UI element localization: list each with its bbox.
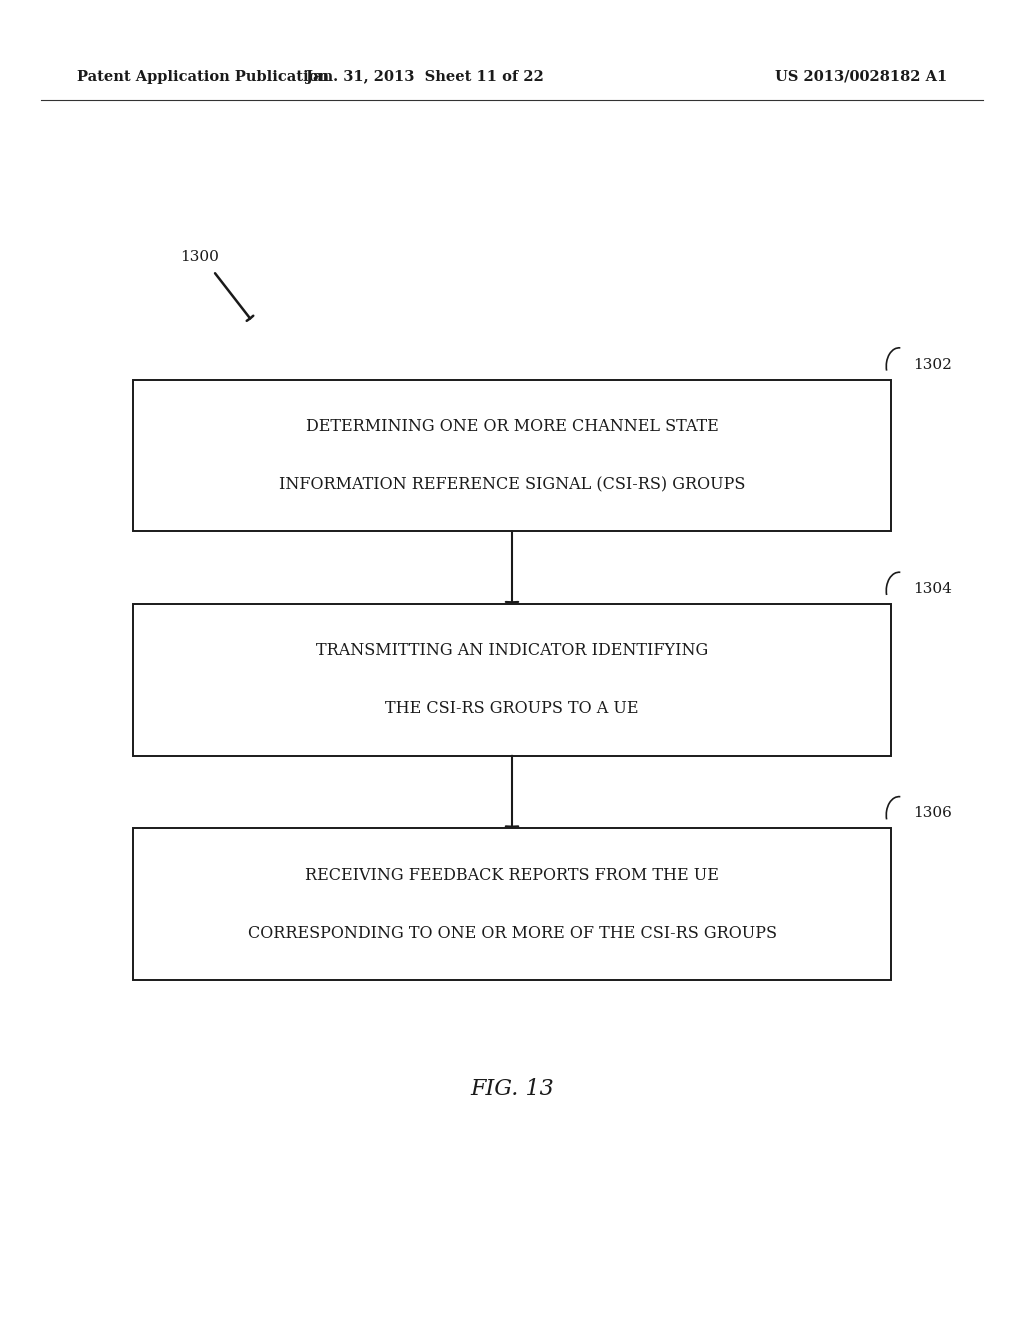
- Bar: [133, 605, 891, 755]
- Text: 1306: 1306: [913, 807, 952, 820]
- Text: THE CSI-RS GROUPS TO A UE: THE CSI-RS GROUPS TO A UE: [385, 701, 639, 717]
- Bar: [133, 380, 891, 531]
- Bar: [133, 829, 891, 979]
- Text: 1304: 1304: [913, 582, 952, 597]
- Text: US 2013/0028182 A1: US 2013/0028182 A1: [775, 70, 947, 83]
- Text: RECEIVING FEEDBACK REPORTS FROM THE UE: RECEIVING FEEDBACK REPORTS FROM THE UE: [305, 867, 719, 883]
- Text: TRANSMITTING AN INDICATOR IDENTIFYING: TRANSMITTING AN INDICATOR IDENTIFYING: [315, 643, 709, 659]
- Text: Jan. 31, 2013  Sheet 11 of 22: Jan. 31, 2013 Sheet 11 of 22: [306, 70, 544, 83]
- Text: INFORMATION REFERENCE SIGNAL (CSI-RS) GROUPS: INFORMATION REFERENCE SIGNAL (CSI-RS) GR…: [279, 477, 745, 492]
- Text: CORRESPONDING TO ONE OR MORE OF THE CSI-RS GROUPS: CORRESPONDING TO ONE OR MORE OF THE CSI-…: [248, 925, 776, 941]
- Text: Patent Application Publication: Patent Application Publication: [77, 70, 329, 83]
- Text: DETERMINING ONE OR MORE CHANNEL STATE: DETERMINING ONE OR MORE CHANNEL STATE: [305, 418, 719, 434]
- Text: 1302: 1302: [913, 358, 952, 372]
- Text: FIG. 13: FIG. 13: [470, 1078, 554, 1100]
- Text: 1300: 1300: [180, 251, 219, 264]
